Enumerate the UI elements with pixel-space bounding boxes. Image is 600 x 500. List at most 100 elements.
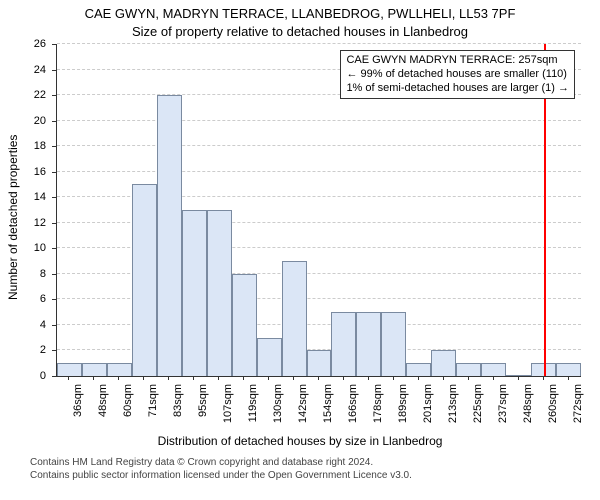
y-tick-mark (52, 274, 56, 275)
bar (132, 184, 157, 376)
x-tick-label: 119sqm (247, 384, 259, 434)
y-tick-label: 26 (0, 38, 46, 50)
x-tick-label: 213sqm (447, 384, 459, 434)
x-tick-label: 248sqm (522, 384, 534, 434)
y-tick-mark (52, 248, 56, 249)
y-tick-mark (52, 146, 56, 147)
x-tick-label: 260sqm (547, 384, 559, 434)
annotation-line: ← 99% of detached houses are smaller (11… (346, 68, 569, 82)
x-tick-mark (218, 376, 219, 380)
y-tick-mark (52, 95, 56, 96)
y-tick-mark (52, 376, 56, 377)
annotation-box: CAE GWYN MADRYN TERRACE: 257sqm← 99% of … (340, 50, 575, 99)
y-tick-mark (52, 325, 56, 326)
y-tick-label: 8 (0, 268, 46, 280)
x-tick-label: 83sqm (172, 384, 184, 434)
y-tick-mark (52, 223, 56, 224)
x-tick-label: 142sqm (297, 384, 309, 434)
y-tick-label: 20 (0, 115, 46, 127)
x-tick-label: 189sqm (397, 384, 409, 434)
bar (182, 210, 207, 376)
bar (406, 363, 431, 376)
x-tick-mark (343, 376, 344, 380)
annotation-line: 1% of semi-detached houses are larger (1… (346, 82, 569, 96)
bar (232, 274, 257, 376)
bar (556, 363, 581, 376)
x-tick-mark (193, 376, 194, 380)
gridline (57, 145, 581, 146)
x-tick-mark (318, 376, 319, 380)
x-tick-mark (243, 376, 244, 380)
y-tick-mark (52, 350, 56, 351)
x-tick-label: 107sqm (222, 384, 234, 434)
y-tick-mark (52, 121, 56, 122)
x-tick-label: 225sqm (472, 384, 484, 434)
bar (431, 350, 456, 376)
x-tick-label: 272sqm (572, 384, 584, 434)
y-tick-label: 6 (0, 293, 46, 305)
bar (107, 363, 132, 376)
y-tick-label: 24 (0, 64, 46, 76)
x-tick-mark (443, 376, 444, 380)
plot-area: CAE GWYN MADRYN TERRACE: 257sqm← 99% of … (56, 44, 581, 377)
x-tick-mark (468, 376, 469, 380)
x-tick-label: 36sqm (72, 384, 84, 434)
y-tick-mark (52, 197, 56, 198)
footer-attribution: Contains HM Land Registry data © Crown c… (30, 456, 412, 482)
y-tick-label: 14 (0, 191, 46, 203)
y-tick-label: 2 (0, 344, 46, 356)
bar (381, 312, 406, 376)
y-tick-label: 10 (0, 242, 46, 254)
x-tick-mark (568, 376, 569, 380)
x-tick-mark (68, 376, 69, 380)
x-tick-mark (518, 376, 519, 380)
x-tick-label: 60sqm (122, 384, 134, 434)
chart-subtitle: Size of property relative to detached ho… (0, 24, 600, 39)
gridline (57, 43, 581, 44)
x-tick-mark (93, 376, 94, 380)
x-axis-label: Distribution of detached houses by size … (0, 434, 600, 448)
bar (207, 210, 232, 376)
x-tick-mark (293, 376, 294, 380)
bar (456, 363, 481, 376)
bar (57, 363, 82, 376)
footer-line-1: Contains HM Land Registry data © Crown c… (30, 456, 412, 469)
bar (356, 312, 381, 376)
x-tick-label: 178sqm (372, 384, 384, 434)
x-tick-label: 166sqm (347, 384, 359, 434)
x-tick-mark (143, 376, 144, 380)
x-tick-mark (268, 376, 269, 380)
bar (331, 312, 356, 376)
y-tick-mark (52, 299, 56, 300)
gridline (57, 171, 581, 172)
y-tick-label: 18 (0, 140, 46, 152)
x-tick-mark (118, 376, 119, 380)
x-tick-label: 95sqm (197, 384, 209, 434)
x-tick-label: 71sqm (147, 384, 159, 434)
annotation-line: CAE GWYN MADRYN TERRACE: 257sqm (346, 54, 569, 68)
bar (157, 95, 182, 376)
y-tick-label: 16 (0, 166, 46, 178)
gridline (57, 120, 581, 121)
x-tick-mark (368, 376, 369, 380)
x-tick-mark (393, 376, 394, 380)
footer-line-2: Contains public sector information licen… (30, 469, 412, 482)
x-tick-label: 237sqm (497, 384, 509, 434)
y-tick-mark (52, 70, 56, 71)
y-tick-label: 0 (0, 370, 46, 382)
y-tick-label: 4 (0, 319, 46, 331)
bar (481, 363, 506, 376)
x-tick-mark (168, 376, 169, 380)
y-tick-mark (52, 172, 56, 173)
chart-container: { "title": "CAE GWYN, MADRYN TERRACE, LL… (0, 0, 600, 500)
x-tick-label: 130sqm (272, 384, 284, 434)
y-tick-mark (52, 44, 56, 45)
y-tick-label: 12 (0, 217, 46, 229)
bar (282, 261, 307, 376)
bar (307, 350, 332, 376)
x-tick-label: 48sqm (97, 384, 109, 434)
x-tick-label: 154sqm (322, 384, 334, 434)
bar (257, 338, 282, 376)
x-tick-mark (543, 376, 544, 380)
x-tick-mark (493, 376, 494, 380)
